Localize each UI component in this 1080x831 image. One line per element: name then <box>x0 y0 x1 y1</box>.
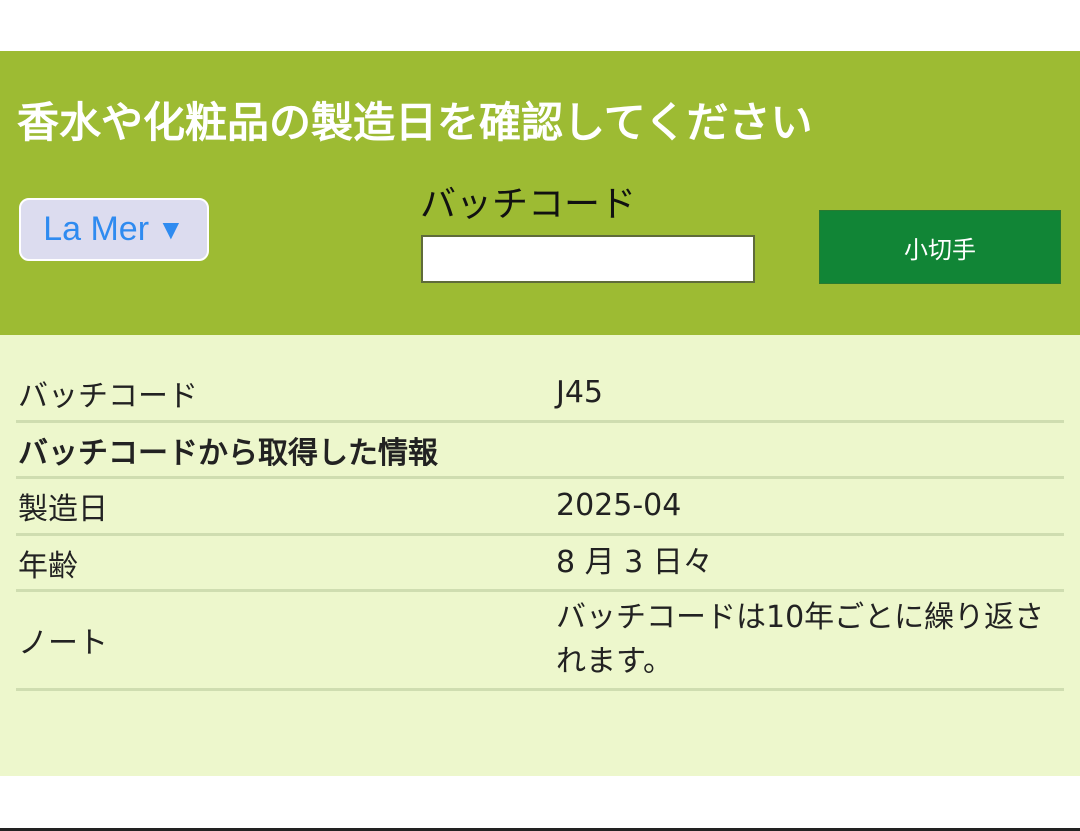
header: 香水や化粧品の製造日を確認してください La Mer ▼ バッチコード 小切手 <box>0 51 1080 335</box>
row-label: 製造日 <box>18 492 108 527</box>
brand-select[interactable]: La Mer ▼ <box>19 198 209 261</box>
results-panel: バッチコード J45 バッチコードから取得した情報 製造日 2025-04 年齢… <box>0 335 1080 776</box>
batch-code-input[interactable] <box>421 235 755 283</box>
row-value: バッチコードは10年ごとに繰り返されます。 <box>556 600 1045 679</box>
chevron-down-icon: ▼ <box>157 213 185 245</box>
batch-code-label: バッチコード <box>420 184 637 225</box>
results-table: バッチコード J45 バッチコードから取得した情報 製造日 2025-04 年齢… <box>16 365 1064 691</box>
brand-select-value: La Mer <box>43 210 150 248</box>
row-value: J45 <box>556 374 604 410</box>
row-value: 8 月 3 日々 <box>556 544 713 580</box>
page-title: 香水や化粧品の製造日を確認してください <box>17 98 813 147</box>
bottom-divider <box>0 828 1080 831</box>
row-label: 年齢 <box>18 548 78 584</box>
table-row: 製造日 2025-04 <box>16 479 1064 536</box>
table-row: 年齢 8 月 3 日々 <box>16 536 1064 592</box>
section-heading: バッチコードから取得した情報 <box>18 435 438 471</box>
row-label: ノート <box>18 626 108 661</box>
row-label: バッチコード <box>18 378 198 414</box>
section-heading-row: バッチコードから取得した情報 <box>16 423 1064 479</box>
row-value: 2025-04 <box>556 488 682 523</box>
table-row: ノート バッチコードは10年ごとに繰り返されます。 <box>16 592 1064 691</box>
check-button[interactable]: 小切手 <box>819 210 1061 284</box>
table-row: バッチコード J45 <box>16 365 1064 423</box>
